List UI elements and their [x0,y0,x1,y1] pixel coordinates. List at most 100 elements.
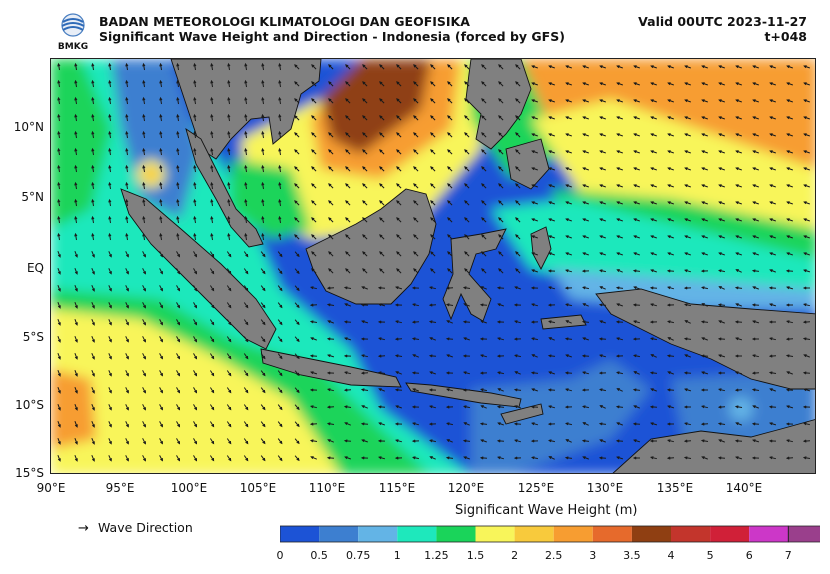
wave-arrow-head [91,356,95,360]
wave-arrow-head [530,286,535,290]
wave-arrow-head [785,354,790,358]
wave-arrow-head [700,354,705,358]
wave-arrow-head [548,133,552,137]
wave-arrow-head [344,371,348,375]
wave-arrow-head [125,79,129,84]
wave-arrow-head [599,320,603,324]
wave-arrow-head [548,439,552,443]
wave-arrow-head [530,439,535,443]
arrow-right-icon: → [78,521,89,536]
wave-arrow-head [74,130,78,135]
wave-arrow-head [447,234,451,238]
wave-arrow-head [108,164,112,169]
wave-arrow-head [108,215,112,220]
wave-arrow-head [786,371,790,375]
colorbar-cell [436,526,476,542]
wave-arrow-head [769,99,773,103]
wave-arrow-head [498,149,502,153]
wave-arrow-head [616,218,620,222]
colorbar-tick-label: 3 [589,549,597,562]
wave-arrow-head [159,232,163,237]
wave-arrow-head [176,130,180,135]
wave-arrow-head [684,82,688,86]
wave-arrow-head [463,303,467,307]
wave-arrow-head [497,456,501,460]
wave-arrow-head [194,271,198,275]
wave-arrow-head [650,218,654,222]
wave-arrow-head [160,458,163,462]
wave-arrow-head [176,96,180,101]
wave-arrow-head [108,424,112,428]
wave-arrow-head [177,407,181,411]
wave-arrow-head [650,133,654,137]
wave-arrow-head [194,356,198,360]
wave-arrow-head [395,286,399,290]
wave-arrow-head [632,388,637,392]
wave-arrow-head [515,183,519,187]
wave-arrow-head [108,147,112,152]
wave-arrow-head [91,407,95,411]
wave-arrow-head [211,253,215,258]
wave-arrow-head [599,235,603,239]
wave-arrow-head [296,457,300,462]
wave-arrow-head [582,371,586,375]
wave-arrow-head [565,99,569,103]
wave-arrow-head [210,147,214,152]
wave-arrow-head [244,181,248,186]
wave-arrow-head [378,337,382,341]
wave-arrow-head [802,371,807,375]
wave-arrow-head [650,167,654,171]
wave-arrow-head [142,147,146,152]
wave-arrow-head [143,322,146,326]
colorbar-tick-label: 2.5 [544,549,563,562]
wave-arrow-head [717,456,722,460]
wave-arrow-head [667,201,671,205]
wave-arrow-head [194,305,198,309]
wave-arrow-head [446,422,450,426]
wave-arrow-head [394,456,399,460]
wave-arrow-head [57,147,61,152]
wave-arrow-head [683,439,688,443]
wave-arrow-head [328,268,332,272]
wave-arrow-head [650,269,654,273]
wave-arrow-head [126,373,129,377]
timor [500,403,544,425]
wave-arrow-head [701,286,705,290]
wave-arrow-head [633,439,637,443]
wave-arrow-head [462,388,467,392]
wave-arrow-head [142,113,146,118]
wave-arrow-head [515,81,519,85]
wave-arrow-head [581,439,586,443]
wave-direction-arrows [57,62,811,462]
wave-arrow-head [278,215,282,220]
wave-arrow-head [547,354,552,358]
wave-arrow-head [262,423,266,428]
wave-arrow-head [548,99,552,103]
wave-arrow-head [160,441,163,445]
wave-arrow-head [328,149,332,153]
wave-arrow-head [228,440,232,445]
wave-arrow-head [245,338,249,343]
lat-label-5n: 5°N [21,190,44,204]
wave-arrow-head [311,217,315,221]
wave-arrow-head [718,439,722,443]
wave-arrow-head [108,181,112,186]
wave-arrow-head [279,423,283,428]
wave-arrow-head [650,184,654,188]
wave-arrow-head [211,457,215,462]
wave-arrow-head [311,268,315,272]
wave-arrow-head [160,322,163,326]
wave-arrow-head [193,147,197,152]
wave-arrow-head [632,269,637,273]
wave-arrow-head [310,286,314,290]
wave-arrow-head [211,423,215,428]
wave-arrow-head [531,422,535,426]
wave-arrow-head [296,287,300,292]
wave-arrow-head [261,215,265,220]
wave-arrow-head [143,441,146,445]
wave-arrow-head [194,424,198,428]
wave-arrow-head [362,234,366,238]
wave-arrow-head [143,407,146,411]
wave-arrow-head [752,201,756,205]
wave-arrow-head [599,65,603,69]
